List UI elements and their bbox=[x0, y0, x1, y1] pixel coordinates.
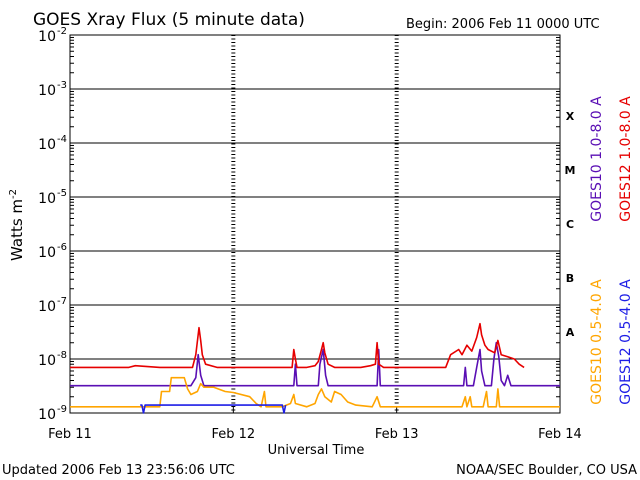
flare-class-M: M bbox=[565, 164, 576, 177]
y-tick-exponent-1: -3 bbox=[57, 80, 67, 91]
series-line-2 bbox=[70, 376, 560, 408]
y-axis-label-exponent: -2 bbox=[8, 189, 19, 199]
y-tick-label-5: 10 bbox=[38, 299, 56, 315]
flare-class-labels: X M C B A bbox=[565, 110, 576, 339]
flare-class-A: A bbox=[566, 326, 575, 339]
legend-entry-2: GOES10 0.5-4.0 A bbox=[589, 279, 605, 405]
y-tick-label-7: 10 bbox=[38, 407, 56, 423]
flare-class-B: B bbox=[566, 272, 574, 285]
series-line-3 bbox=[140, 404, 287, 414]
y-tick-exponent-5: -7 bbox=[57, 296, 67, 307]
y-tick-exponent-7: -9 bbox=[57, 404, 67, 415]
legend-entry-3: GOES12 0.5-4.0 A bbox=[618, 279, 634, 405]
x-tick-labels: Feb 11 Feb 12 Feb 13 Feb 14 bbox=[48, 407, 582, 442]
y-tick-label-0: 10 bbox=[38, 29, 56, 45]
series-line-1 bbox=[70, 322, 525, 369]
y-tick-labels: 10-210-310-410-510-610-710-810-9 bbox=[38, 26, 78, 423]
legend: GOES10 1.0-8.0 A GOES12 1.0-8.0 A GOES10 0… bbox=[589, 96, 634, 405]
plot-frame bbox=[69, 34, 561, 414]
flare-class-X: X bbox=[566, 110, 575, 123]
svg-text:Watts m-2: Watts m-2 bbox=[8, 189, 26, 261]
updated-timestamp: Updated 2006 Feb 13 23:56:06 UTC bbox=[2, 463, 235, 478]
y-tick-label-6: 10 bbox=[38, 353, 56, 369]
y-tick-exponent-2: -4 bbox=[57, 134, 67, 145]
begin-label: Begin: 2006 Feb 11 0000 UTC bbox=[406, 17, 600, 32]
y-tick-exponent-6: -8 bbox=[57, 350, 67, 361]
day-dividers bbox=[70, 35, 560, 413]
y-tick-exponent-0: -2 bbox=[57, 26, 67, 37]
legend-entry-0: GOES10 1.0-8.0 A bbox=[589, 96, 605, 222]
series-line-0 bbox=[70, 341, 560, 387]
x-tick-label-0: Feb 11 bbox=[48, 427, 92, 442]
chart-title: GOES Xray Flux (5 minute data) bbox=[33, 10, 305, 30]
y-tick-label-4: 10 bbox=[38, 245, 56, 261]
y-tick-label-3: 10 bbox=[38, 191, 56, 207]
x-tick-label-1: Feb 12 bbox=[211, 427, 255, 442]
y-tick-label-2: 10 bbox=[38, 137, 56, 153]
legend-entry-1: GOES12 1.0-8.0 A bbox=[618, 96, 634, 222]
x-axis-label: Universal Time bbox=[268, 443, 365, 458]
y-tick-exponent-3: -5 bbox=[57, 188, 67, 199]
y-tick-exponent-4: -6 bbox=[57, 242, 67, 253]
source-credit: NOAA/SEC Boulder, CO USA bbox=[456, 463, 637, 478]
data-series bbox=[70, 322, 560, 414]
x-tick-label-3: Feb 14 bbox=[538, 427, 582, 442]
y-axis-label-group: Watts m-2 bbox=[8, 189, 26, 261]
flare-class-C: C bbox=[566, 218, 574, 231]
y-tick-label-1: 10 bbox=[38, 83, 56, 99]
x-tick-label-2: Feb 13 bbox=[375, 427, 419, 442]
y-axis-label: Watts m bbox=[8, 199, 26, 261]
gridlines bbox=[70, 88, 560, 360]
